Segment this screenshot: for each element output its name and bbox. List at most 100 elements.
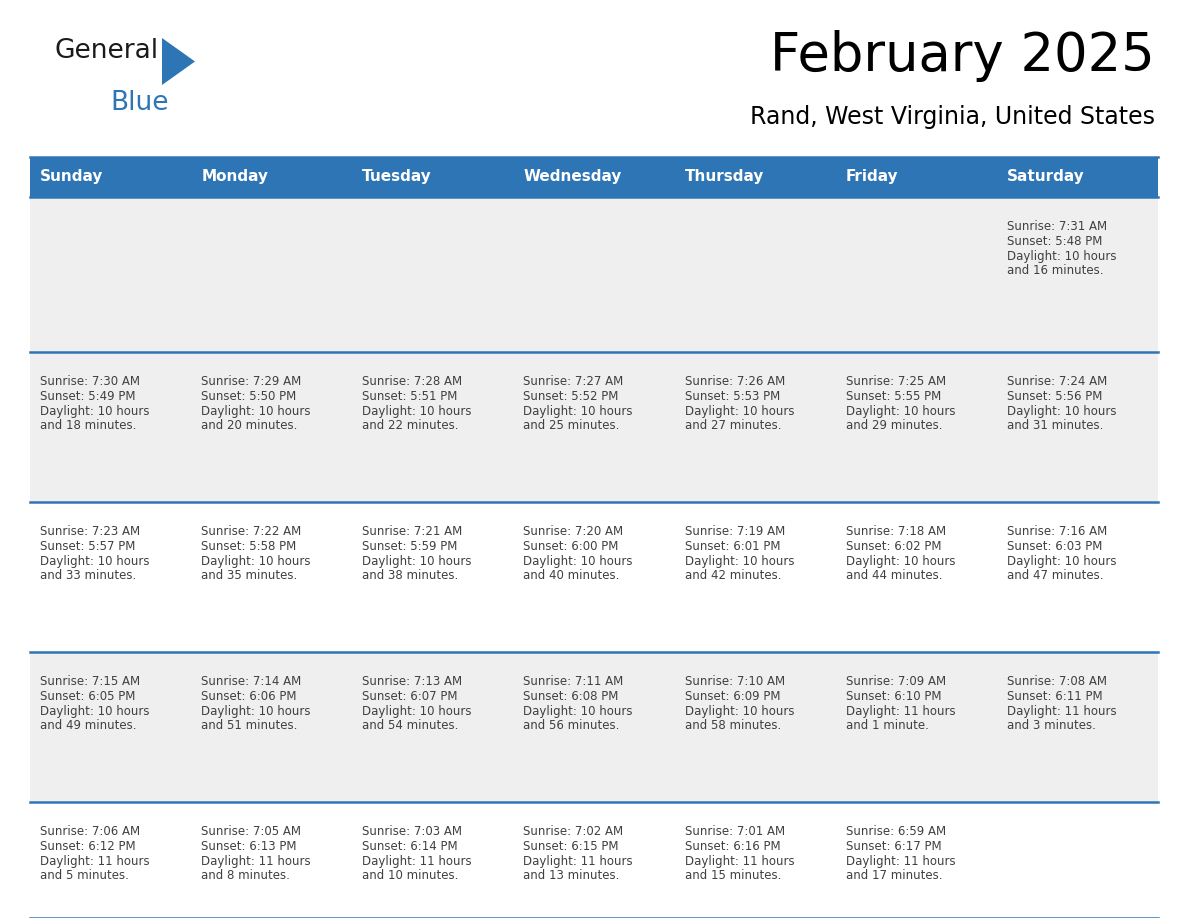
Text: Sunset: 5:58 PM: Sunset: 5:58 PM	[201, 540, 296, 553]
Text: Daylight: 11 hours: Daylight: 11 hours	[846, 855, 955, 868]
Bar	[30, 802, 191, 918]
Bar	[353, 802, 513, 918]
Text: Sunrise: 7:24 AM: Sunrise: 7:24 AM	[1007, 375, 1107, 388]
Text: Sunrise: 7:20 AM: Sunrise: 7:20 AM	[524, 525, 624, 538]
Bar	[835, 352, 997, 502]
Text: Sunrise: 7:23 AM: Sunrise: 7:23 AM	[40, 525, 140, 538]
Text: Daylight: 10 hours: Daylight: 10 hours	[201, 704, 310, 718]
Text: and 58 minutes.: and 58 minutes.	[684, 719, 781, 733]
Text: Daylight: 11 hours: Daylight: 11 hours	[362, 855, 472, 868]
Text: Sunrise: 7:08 AM: Sunrise: 7:08 AM	[1007, 675, 1107, 688]
Text: Sunset: 6:07 PM: Sunset: 6:07 PM	[362, 689, 457, 703]
Text: Sunset: 6:16 PM: Sunset: 6:16 PM	[684, 840, 781, 853]
Bar	[30, 157, 1158, 197]
Text: and 40 minutes.: and 40 minutes.	[524, 569, 620, 582]
Bar	[835, 652, 997, 802]
Text: and 5 minutes.: and 5 minutes.	[40, 869, 128, 882]
Text: and 16 minutes.: and 16 minutes.	[1007, 264, 1104, 277]
Text: General: General	[55, 38, 159, 64]
Text: Sunrise: 7:21 AM: Sunrise: 7:21 AM	[362, 525, 462, 538]
Text: Daylight: 10 hours: Daylight: 10 hours	[1007, 250, 1117, 263]
Text: Sunrise: 7:28 AM: Sunrise: 7:28 AM	[362, 375, 462, 388]
Text: Daylight: 10 hours: Daylight: 10 hours	[1007, 554, 1117, 567]
Text: and 47 minutes.: and 47 minutes.	[1007, 569, 1104, 582]
Text: Sunset: 6:02 PM: Sunset: 6:02 PM	[846, 540, 941, 553]
Text: Daylight: 11 hours: Daylight: 11 hours	[40, 855, 150, 868]
Text: Daylight: 11 hours: Daylight: 11 hours	[846, 704, 955, 718]
Text: Sunset: 5:48 PM: Sunset: 5:48 PM	[1007, 235, 1102, 248]
Text: Sunset: 6:00 PM: Sunset: 6:00 PM	[524, 540, 619, 553]
Text: Rand, West Virginia, United States: Rand, West Virginia, United States	[750, 105, 1155, 129]
Bar	[513, 197, 675, 352]
Text: February 2025: February 2025	[770, 30, 1155, 82]
Text: Sunset: 6:12 PM: Sunset: 6:12 PM	[40, 840, 135, 853]
Bar	[353, 652, 513, 802]
Text: and 31 minutes.: and 31 minutes.	[1007, 420, 1104, 432]
Text: Sunset: 5:55 PM: Sunset: 5:55 PM	[846, 390, 941, 403]
Text: Daylight: 10 hours: Daylight: 10 hours	[684, 554, 794, 567]
Text: Sunrise: 7:19 AM: Sunrise: 7:19 AM	[684, 525, 785, 538]
Text: Sunset: 6:10 PM: Sunset: 6:10 PM	[846, 689, 941, 703]
Text: Daylight: 10 hours: Daylight: 10 hours	[684, 405, 794, 418]
Text: Sunrise: 7:09 AM: Sunrise: 7:09 AM	[846, 675, 946, 688]
Text: Daylight: 10 hours: Daylight: 10 hours	[1007, 405, 1117, 418]
Text: and 49 minutes.: and 49 minutes.	[40, 719, 137, 733]
Text: Daylight: 11 hours: Daylight: 11 hours	[1007, 704, 1117, 718]
Bar	[191, 802, 353, 918]
Text: and 44 minutes.: and 44 minutes.	[846, 569, 942, 582]
Text: Daylight: 10 hours: Daylight: 10 hours	[362, 554, 472, 567]
Text: Daylight: 10 hours: Daylight: 10 hours	[40, 554, 150, 567]
Bar	[353, 352, 513, 502]
Text: Sunday: Sunday	[40, 170, 103, 185]
Text: Sunrise: 7:22 AM: Sunrise: 7:22 AM	[201, 525, 302, 538]
Text: Sunset: 6:08 PM: Sunset: 6:08 PM	[524, 689, 619, 703]
Text: Daylight: 10 hours: Daylight: 10 hours	[362, 405, 472, 418]
Bar	[835, 502, 997, 652]
Text: Daylight: 10 hours: Daylight: 10 hours	[40, 405, 150, 418]
Text: Sunrise: 7:13 AM: Sunrise: 7:13 AM	[362, 675, 462, 688]
Bar	[191, 197, 353, 352]
Text: Daylight: 10 hours: Daylight: 10 hours	[684, 704, 794, 718]
Text: Sunrise: 7:27 AM: Sunrise: 7:27 AM	[524, 375, 624, 388]
Bar	[997, 352, 1158, 502]
Bar	[191, 652, 353, 802]
Text: Tuesday: Tuesday	[362, 170, 432, 185]
Bar	[513, 352, 675, 502]
Text: Friday: Friday	[846, 170, 898, 185]
Text: Daylight: 10 hours: Daylight: 10 hours	[362, 704, 472, 718]
Text: Daylight: 10 hours: Daylight: 10 hours	[201, 554, 310, 567]
Bar	[191, 352, 353, 502]
Text: Wednesday: Wednesday	[524, 170, 621, 185]
Bar	[353, 197, 513, 352]
Text: Sunrise: 6:59 AM: Sunrise: 6:59 AM	[846, 825, 946, 838]
Text: and 56 minutes.: and 56 minutes.	[524, 719, 620, 733]
Text: Sunset: 6:01 PM: Sunset: 6:01 PM	[684, 540, 781, 553]
Text: and 17 minutes.: and 17 minutes.	[846, 869, 942, 882]
Text: Sunrise: 7:01 AM: Sunrise: 7:01 AM	[684, 825, 785, 838]
Text: Sunrise: 7:16 AM: Sunrise: 7:16 AM	[1007, 525, 1107, 538]
Text: Daylight: 10 hours: Daylight: 10 hours	[524, 405, 633, 418]
Bar	[513, 502, 675, 652]
Text: Sunset: 5:56 PM: Sunset: 5:56 PM	[1007, 390, 1102, 403]
Text: Sunset: 6:06 PM: Sunset: 6:06 PM	[201, 689, 297, 703]
Text: and 8 minutes.: and 8 minutes.	[201, 869, 290, 882]
Text: Thursday: Thursday	[684, 170, 764, 185]
Text: and 1 minute.: and 1 minute.	[846, 719, 929, 733]
Text: and 3 minutes.: and 3 minutes.	[1007, 719, 1095, 733]
Bar	[675, 352, 835, 502]
Bar	[997, 652, 1158, 802]
Text: and 33 minutes.: and 33 minutes.	[40, 569, 137, 582]
Bar	[513, 652, 675, 802]
Text: Daylight: 10 hours: Daylight: 10 hours	[846, 554, 955, 567]
Text: Daylight: 10 hours: Daylight: 10 hours	[524, 554, 633, 567]
Bar	[675, 197, 835, 352]
Text: Sunrise: 7:31 AM: Sunrise: 7:31 AM	[1007, 220, 1107, 233]
Text: Daylight: 11 hours: Daylight: 11 hours	[201, 855, 311, 868]
Text: Sunrise: 7:02 AM: Sunrise: 7:02 AM	[524, 825, 624, 838]
Bar	[353, 502, 513, 652]
Text: Sunrise: 7:25 AM: Sunrise: 7:25 AM	[846, 375, 946, 388]
Text: Sunrise: 7:14 AM: Sunrise: 7:14 AM	[201, 675, 302, 688]
Text: Sunset: 6:15 PM: Sunset: 6:15 PM	[524, 840, 619, 853]
Text: and 35 minutes.: and 35 minutes.	[201, 569, 297, 582]
Text: Sunrise: 7:06 AM: Sunrise: 7:06 AM	[40, 825, 140, 838]
